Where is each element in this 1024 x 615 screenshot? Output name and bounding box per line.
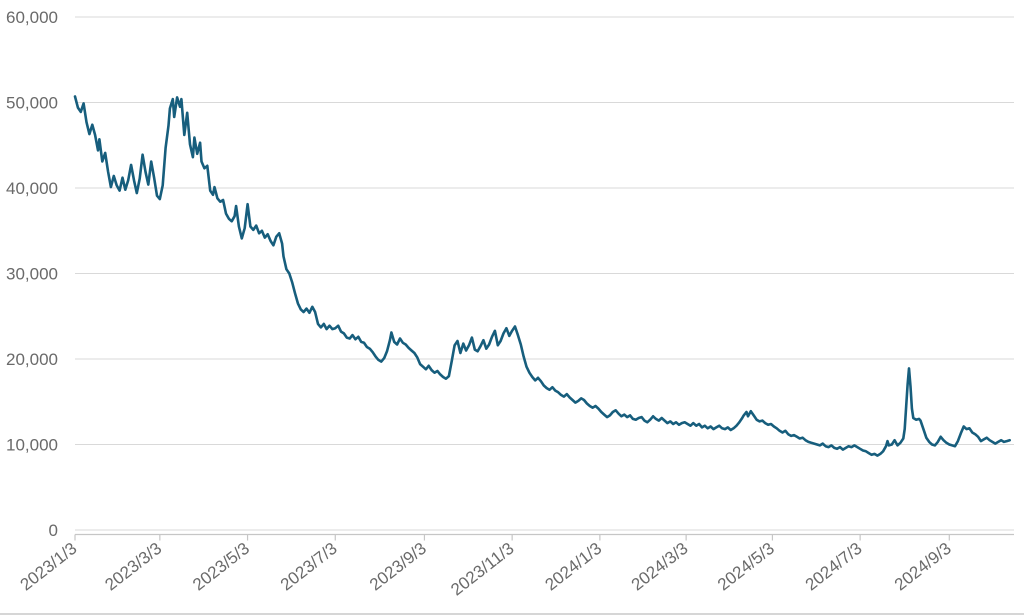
y-axis-label: 50,000 bbox=[6, 93, 58, 112]
x-axis-label: 2023/9/3 bbox=[366, 539, 430, 595]
x-axis-label: 2024/1/3 bbox=[541, 539, 605, 595]
x-axis-label: 2023/1/3 bbox=[17, 539, 81, 595]
y-axis-label: 30,000 bbox=[6, 264, 58, 283]
x-axis-label: 2024/5/3 bbox=[714, 539, 778, 595]
y-axis-label: 60,000 bbox=[6, 8, 58, 27]
chart-bottom-border bbox=[0, 613, 1024, 615]
x-axis-label: 2024/9/3 bbox=[891, 539, 955, 595]
y-axis-label: 40,000 bbox=[6, 179, 58, 198]
x-axis-label: 2023/3/3 bbox=[101, 539, 165, 595]
x-axis-label: 2024/7/3 bbox=[802, 539, 866, 595]
x-axis-label: 2023/11/3 bbox=[447, 539, 517, 600]
y-axis-label: 0 bbox=[49, 521, 58, 540]
x-axis-label: 2024/3/3 bbox=[628, 539, 692, 595]
y-axis-label: 20,000 bbox=[6, 350, 58, 369]
x-axis-label: 2023/7/3 bbox=[277, 539, 341, 595]
series-line bbox=[73, 95, 1011, 457]
x-axis-label: 2023/5/3 bbox=[189, 539, 253, 595]
y-axis-label: 10,000 bbox=[6, 435, 58, 454]
